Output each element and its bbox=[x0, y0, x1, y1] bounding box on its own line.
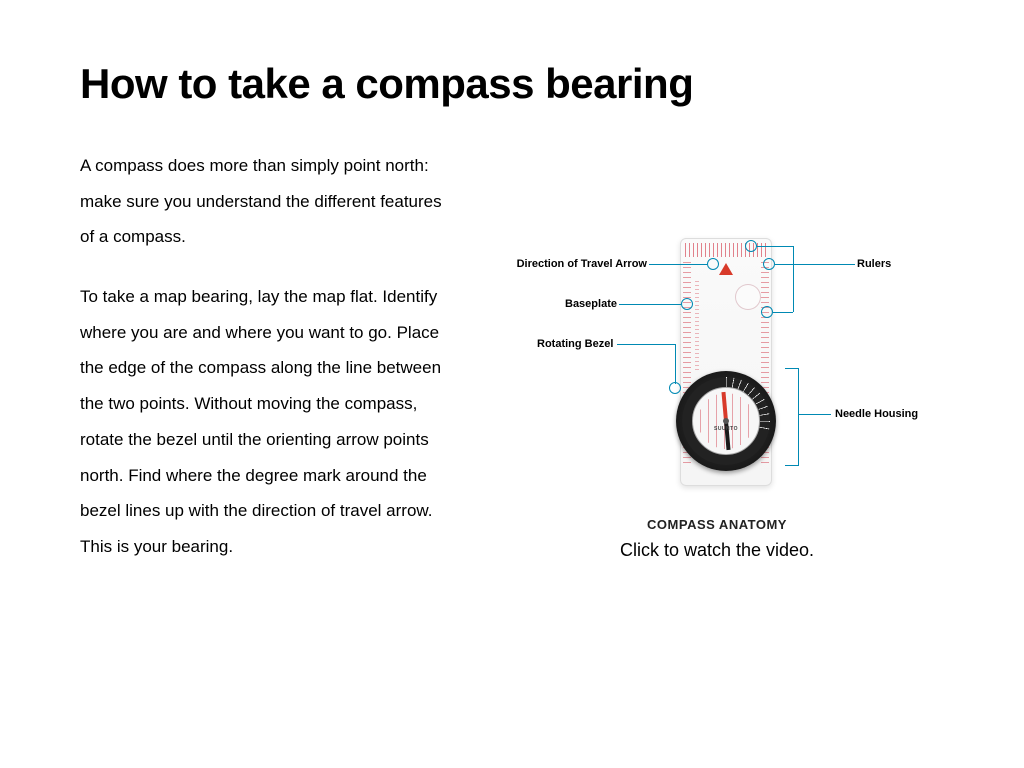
magnifier-icon bbox=[735, 284, 761, 310]
callout-line bbox=[617, 344, 675, 345]
callout-line bbox=[649, 264, 707, 265]
figure-caption[interactable]: Click to watch the video. bbox=[620, 540, 814, 561]
callout-line bbox=[757, 246, 793, 247]
bezel-icon: SUUNTO bbox=[676, 371, 776, 471]
callout-bracket-icon bbox=[785, 368, 799, 466]
callout-circle-icon bbox=[761, 306, 773, 318]
callout-line bbox=[799, 414, 831, 415]
label-needle-housing: Needle Housing bbox=[835, 408, 918, 420]
figure-column: SUUNTO Direction of Travel Arrow Basepla… bbox=[490, 148, 944, 589]
label-travel-arrow: Direction of Travel Arrow bbox=[507, 258, 647, 270]
callout-line bbox=[793, 264, 855, 265]
callout-line bbox=[773, 312, 793, 313]
callout-circle-icon bbox=[681, 298, 693, 310]
baseplate-shape: SUUNTO bbox=[680, 238, 772, 486]
travel-arrow-icon bbox=[719, 263, 733, 275]
instructions-paragraph: To take a map bearing, lay the map flat.… bbox=[80, 279, 450, 565]
callout-line bbox=[793, 264, 794, 312]
callout-line bbox=[675, 344, 676, 384]
orient-grid-icon bbox=[695, 281, 699, 373]
content-row: A compass does more than simply point no… bbox=[80, 148, 944, 589]
label-baseplate: Baseplate bbox=[565, 298, 617, 310]
callout-circle-icon bbox=[669, 382, 681, 394]
callout-line bbox=[775, 264, 793, 265]
text-column: A compass does more than simply point no… bbox=[80, 148, 450, 589]
callout-line bbox=[619, 304, 681, 305]
compass-anatomy-diagram[interactable]: SUUNTO Direction of Travel Arrow Basepla… bbox=[507, 228, 927, 528]
intro-paragraph: A compass does more than simply point no… bbox=[80, 148, 450, 255]
page-title: How to take a compass bearing bbox=[80, 60, 944, 108]
label-rulers: Rulers bbox=[857, 258, 891, 270]
label-rotating-bezel: Rotating Bezel bbox=[537, 338, 613, 350]
callout-circle-icon bbox=[707, 258, 719, 270]
callout-line bbox=[793, 246, 794, 264]
needle-housing-icon: SUUNTO bbox=[692, 387, 760, 455]
brand-label: SUUNTO bbox=[714, 426, 738, 432]
compass-illustration: SUUNTO bbox=[680, 238, 772, 486]
callout-circle-icon bbox=[745, 240, 757, 252]
needle-pivot-icon bbox=[723, 418, 729, 424]
diagram-title: COMPASS ANATOMY bbox=[647, 517, 787, 532]
callout-circle-icon bbox=[763, 258, 775, 270]
